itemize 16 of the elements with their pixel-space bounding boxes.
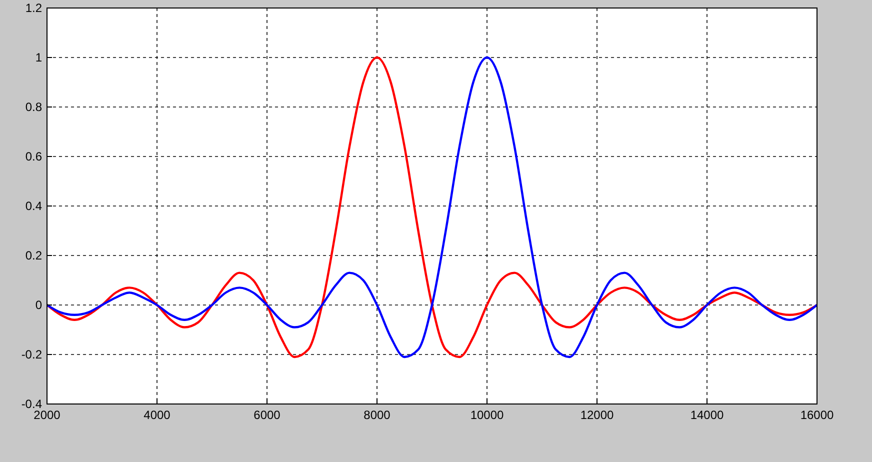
y-tick-label: 0.2 xyxy=(25,248,42,263)
x-tick-label: 6000 xyxy=(254,408,281,422)
x-tick-label: 16000 xyxy=(800,408,834,422)
y-tick-label: 0.8 xyxy=(25,100,42,114)
x-tick-label: 4000 xyxy=(144,408,171,422)
x-tick-label: 14000 xyxy=(690,408,724,422)
x-tick-label: 10000 xyxy=(470,408,504,422)
x-tick-label: 8000 xyxy=(364,408,391,422)
y-tick-label: 0.4 xyxy=(25,199,42,214)
y-tick-label: -0.2 xyxy=(21,348,42,362)
y-tick-label: 0 xyxy=(35,298,42,312)
x-tick-label: 12000 xyxy=(580,408,614,422)
y-tick-label: 1.2 xyxy=(25,1,42,16)
line-series xyxy=(47,56,817,358)
y-tick-label: 1 xyxy=(35,50,42,65)
y-tick-label: 0.6 xyxy=(25,150,42,164)
